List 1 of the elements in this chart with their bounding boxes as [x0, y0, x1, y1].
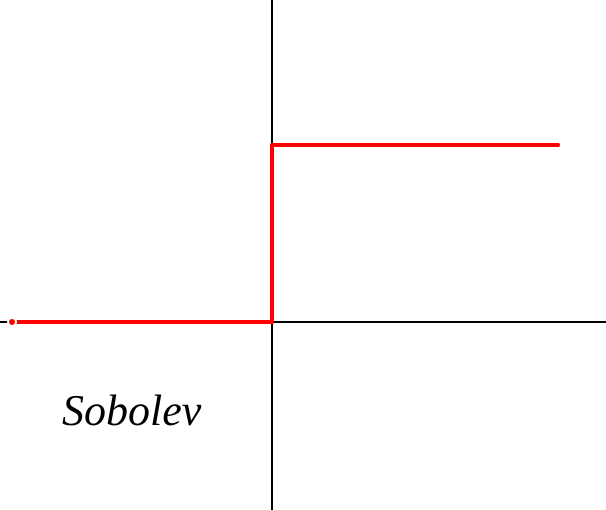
text: Sobolev — [62, 385, 202, 436]
